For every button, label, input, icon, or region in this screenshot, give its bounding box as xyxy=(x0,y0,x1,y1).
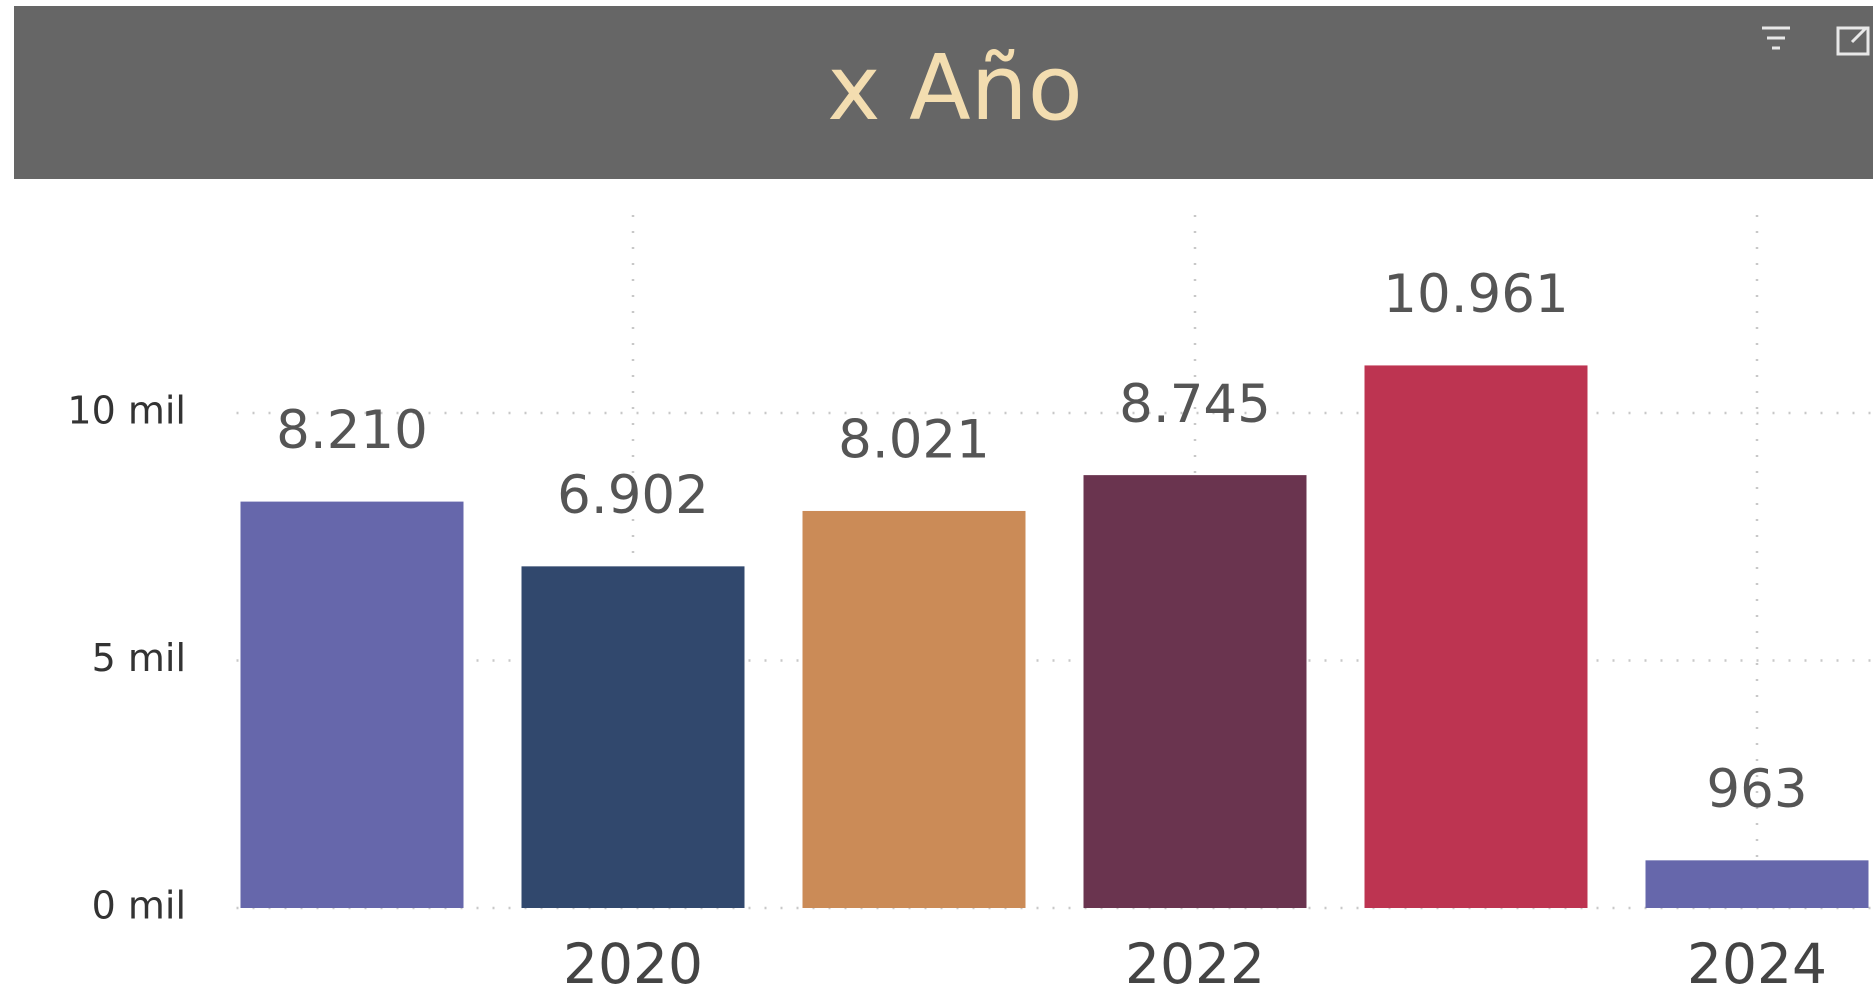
bar xyxy=(1364,365,1588,908)
y-tick-label: 10 mil xyxy=(67,389,186,433)
filter-icon[interactable] xyxy=(1762,26,1790,50)
value-label: 6.902 xyxy=(557,465,709,526)
bar xyxy=(1645,860,1869,908)
x-tick-label: 2022 xyxy=(1125,932,1265,994)
bar xyxy=(240,501,464,908)
chart-title: x Año xyxy=(827,36,1083,141)
value-label: 8.210 xyxy=(276,400,428,461)
x-tick-label: 2024 xyxy=(1687,932,1827,994)
value-label: 8.745 xyxy=(1119,374,1271,435)
bar xyxy=(1083,475,1307,908)
value-label: 10.961 xyxy=(1383,264,1568,325)
value-label: 963 xyxy=(1706,759,1807,820)
value-label: 8.021 xyxy=(838,410,990,471)
bar xyxy=(802,510,1026,908)
y-tick-label: 0 mil xyxy=(92,884,186,928)
focus-icon[interactable] xyxy=(1836,26,1870,56)
y-tick-label: 5 mil xyxy=(92,636,186,680)
title-bar xyxy=(14,6,1873,179)
x-tick-label: 2020 xyxy=(563,932,703,994)
bar xyxy=(521,566,745,908)
